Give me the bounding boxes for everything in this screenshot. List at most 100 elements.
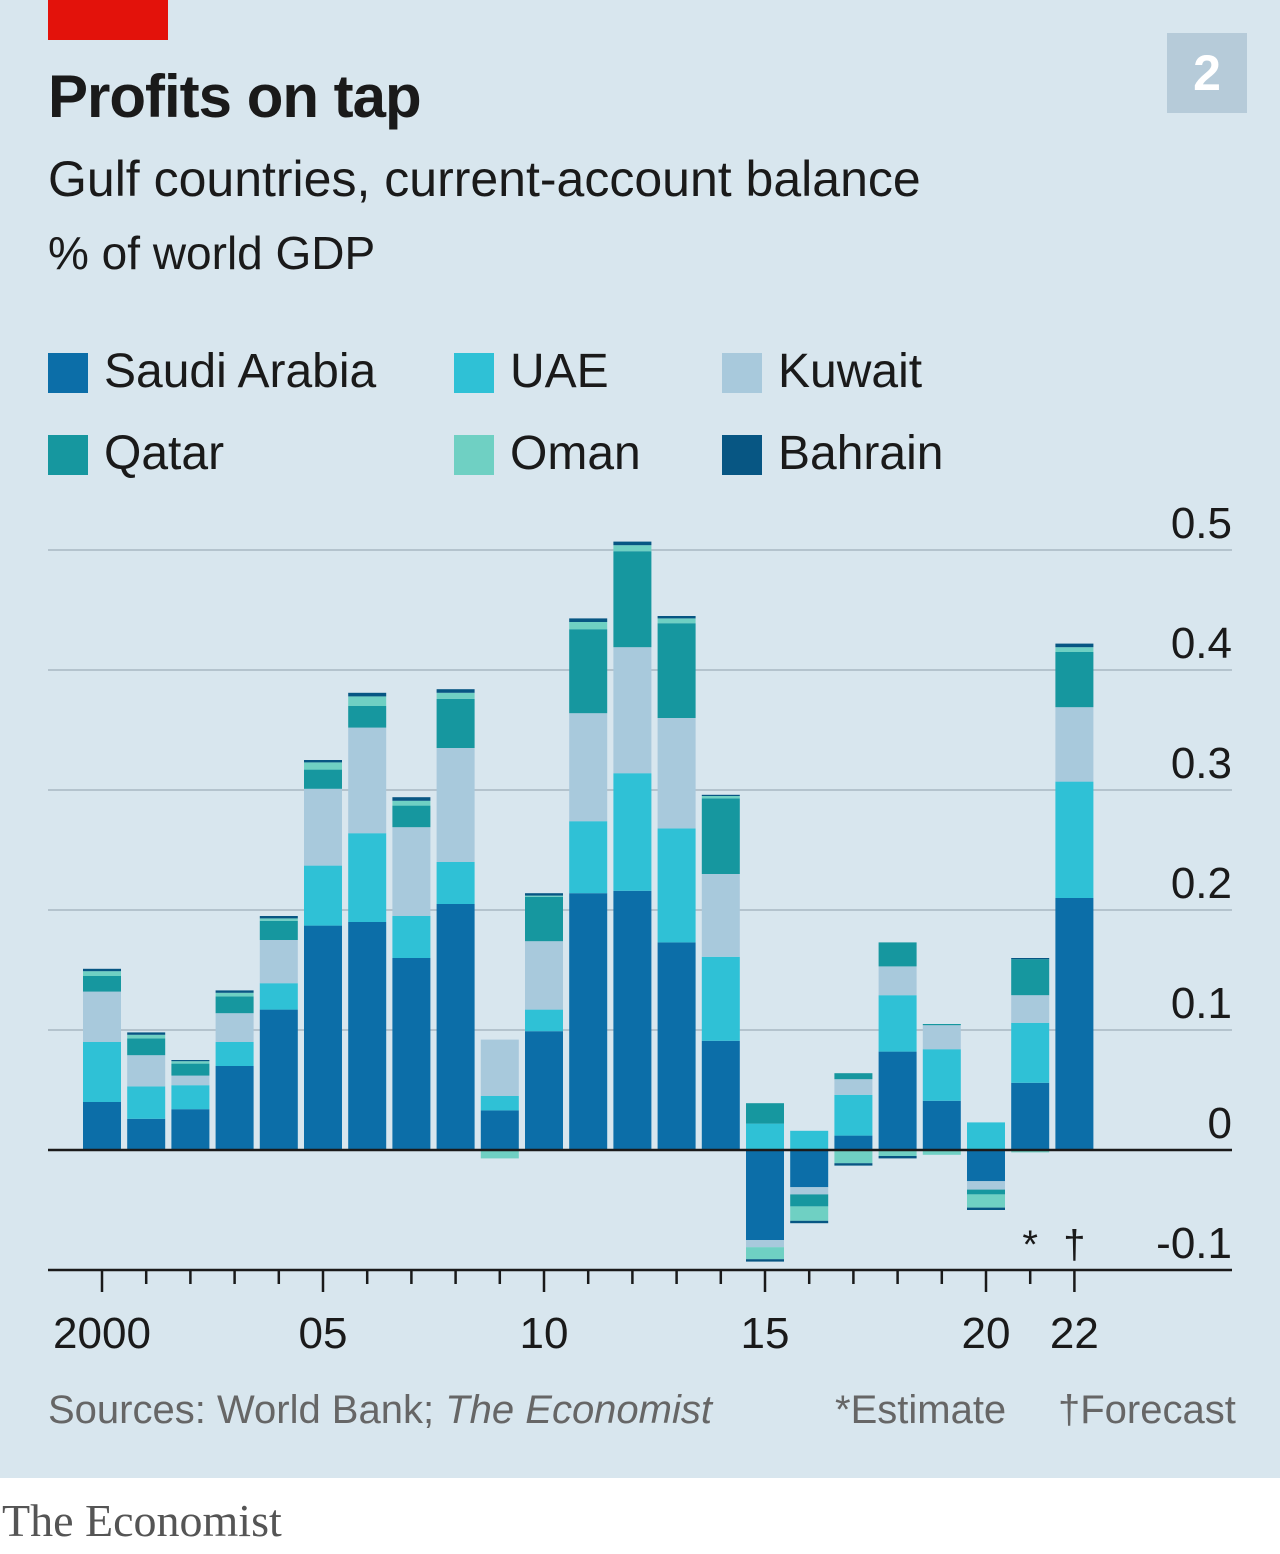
bar-segment (525, 1009, 563, 1032)
bar-segment (127, 1086, 166, 1119)
bar-segment (525, 895, 563, 897)
legend-label: Qatar (104, 427, 225, 480)
bar-segment (1011, 1082, 1050, 1150)
bar-segment (613, 545, 652, 552)
bar-segment (746, 1103, 784, 1124)
y-tick-label: -0.1 (1156, 1219, 1232, 1268)
bar-segment (304, 760, 342, 763)
bar-segment (878, 942, 917, 967)
bar-segment (215, 992, 254, 997)
chart-subtitle: Gulf countries, current-account balance (48, 151, 921, 207)
bar-segment (878, 1150, 917, 1156)
bar-segment (348, 692, 387, 697)
bar-segment (967, 1181, 1005, 1190)
bar-segment (259, 983, 298, 1010)
bar-segment (436, 904, 475, 1150)
bar-segment (348, 706, 387, 728)
bar-segment (525, 893, 563, 896)
bar-segment (613, 773, 652, 891)
y-tick-label: 0 (1208, 1099, 1232, 1148)
x-tick-label: 20 (962, 1309, 1011, 1358)
bar-chart: 0.5 0.4 0.3 0.2 0.1 0 -0.1 2000 05 10 15 20 22 * † (48, 499, 1232, 1358)
bar-segment (613, 890, 652, 1150)
forecast-note: †Forecast (1058, 1388, 1236, 1432)
bar-segment (746, 1150, 784, 1240)
unit-label: % of world GDP (48, 227, 376, 279)
bar-segment (83, 1102, 121, 1150)
bar-segment (569, 893, 608, 1150)
bar-segment (480, 1110, 519, 1150)
red-tag (48, 0, 168, 40)
bar-segment (834, 1079, 873, 1095)
bar-segment (657, 942, 696, 1150)
bar-segment (569, 622, 608, 630)
bar-segment (1011, 995, 1050, 1023)
bar-segment (878, 966, 917, 996)
legend: Saudi Arabia UAE Kuwait Qatar Oman Bahrain (48, 342, 1048, 492)
bar-segment (215, 1013, 254, 1042)
bar-segment (348, 922, 387, 1150)
x-tick-label: 22 (1050, 1309, 1099, 1358)
bar-segment (127, 1032, 166, 1035)
bar-segment (127, 1055, 166, 1087)
bar-segment (569, 629, 608, 714)
bar-segment (1011, 959, 1050, 996)
bar-segment (613, 551, 652, 648)
bar-segment (304, 769, 342, 789)
bar-segment (569, 713, 608, 822)
legend-swatch (454, 353, 494, 393)
bar-segment (259, 920, 298, 940)
bar-segment (701, 1040, 740, 1150)
bar-segment (967, 1207, 1005, 1210)
bar-segment (525, 1031, 563, 1150)
bar-segment (436, 862, 475, 904)
bar-segment (1055, 647, 1094, 652)
tick-labels: 0.5 0.4 0.3 0.2 0.1 0 -0.1 2000 05 10 15 20 22 * † (53, 499, 1232, 1358)
bar-segment (304, 788, 342, 866)
bar-segment (790, 1130, 829, 1150)
bar-segment (613, 647, 652, 774)
bar-segment (701, 796, 740, 799)
bar-segment (701, 794, 740, 796)
y-tick-label: 0.1 (1171, 979, 1232, 1028)
bar-segment (701, 798, 740, 874)
bar-segment (259, 940, 298, 984)
bar-segment (878, 995, 917, 1052)
bar-segment (569, 821, 608, 894)
bar-segment (790, 1187, 829, 1195)
bar-segment (348, 696, 387, 706)
bar-segment (83, 968, 121, 972)
sources-note: Sources: World Bank; The Economist (48, 1388, 712, 1433)
y-tick-label: 0.4 (1171, 619, 1232, 668)
x-tick-label: 05 (299, 1309, 348, 1358)
estimate-note: *Estimate (835, 1388, 1007, 1432)
x-tick-label: 2000 (53, 1309, 151, 1358)
legend-swatch (48, 353, 88, 393)
bar-segment (922, 1150, 961, 1155)
bar-segment (127, 1038, 166, 1056)
legend-swatch (722, 353, 762, 393)
bar-annotation: † (1063, 1223, 1085, 1267)
bar-segment (834, 1094, 873, 1136)
bar-segment (83, 1042, 121, 1102)
bar-segment (259, 1009, 298, 1150)
bar-segment (215, 996, 254, 1014)
legend-swatch (454, 435, 494, 475)
bar-segment (127, 1034, 166, 1039)
bar-segment (525, 941, 563, 1010)
bar-segment (569, 618, 608, 622)
bar-segment (480, 1150, 519, 1159)
legend-label: Oman (510, 427, 641, 480)
bar-segment (657, 828, 696, 943)
bar-segment (701, 956, 740, 1041)
bar-segment (171, 1085, 210, 1110)
bar-segment (922, 1100, 961, 1150)
bar-segment (392, 805, 431, 828)
bars (83, 541, 1094, 1262)
bar-segment (834, 1163, 873, 1166)
bar-segment (922, 1024, 961, 1026)
bar-segment (171, 1061, 210, 1064)
bar-segment (790, 1194, 829, 1207)
bar-segment (392, 797, 431, 801)
bar-segment (259, 916, 298, 919)
